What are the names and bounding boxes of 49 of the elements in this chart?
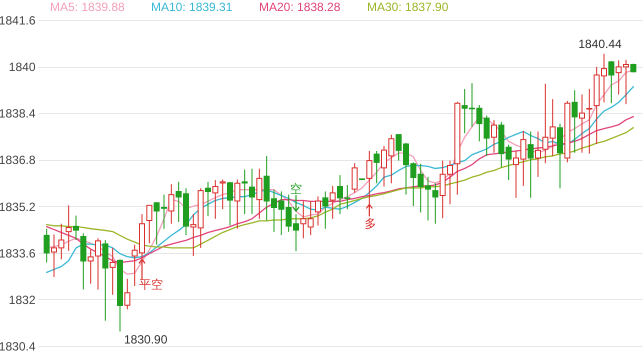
y-tick-label: 1830.4 bbox=[0, 340, 36, 354]
y-tick-label: 1838.4 bbox=[0, 106, 36, 121]
text: MA10: 1839.31 bbox=[151, 0, 233, 14]
text: MA30: 1837.90 bbox=[367, 0, 449, 14]
annotation: 1830.90 bbox=[124, 332, 168, 346]
y-tick-label: 1840 bbox=[8, 60, 36, 74]
candlestick bbox=[572, 90, 578, 154]
y-tick-label: 1832 bbox=[8, 292, 36, 307]
candlestick bbox=[330, 185, 336, 220]
line-series bbox=[46, 127, 634, 249]
candlestick bbox=[528, 130, 534, 198]
candlestick bbox=[432, 182, 438, 224]
candlestick bbox=[73, 215, 79, 241]
candlestick bbox=[88, 249, 94, 284]
y-tick-label: 1833.6 bbox=[0, 246, 36, 260]
candlestick bbox=[535, 130, 541, 178]
line-series bbox=[46, 116, 634, 264]
y-tick-label: 1835.2 bbox=[0, 200, 36, 214]
candlestick bbox=[256, 168, 262, 220]
annotation: 1840.44 bbox=[578, 36, 622, 51]
candlestick bbox=[168, 184, 174, 224]
candlestick bbox=[95, 238, 101, 290]
candlestick bbox=[249, 168, 255, 215]
candlestick bbox=[212, 180, 218, 220]
candlestick bbox=[234, 179, 240, 230]
candlestick bbox=[146, 204, 152, 244]
candlestick bbox=[491, 120, 497, 154]
candlestick bbox=[315, 196, 321, 226]
annotation: 空 bbox=[290, 182, 302, 196]
candlestick bbox=[352, 162, 358, 194]
candlestick bbox=[44, 228, 50, 263]
candlestick bbox=[220, 179, 226, 210]
y-tick-label: 1841.6 bbox=[0, 14, 36, 28]
candlestick bbox=[608, 60, 614, 104]
candlestick bbox=[586, 88, 592, 154]
candlestick bbox=[205, 181, 211, 217]
candlestick bbox=[227, 181, 233, 226]
candlestick bbox=[374, 150, 380, 184]
text: MA5: 1839.88 bbox=[50, 0, 126, 14]
text: MA20: 1838.28 bbox=[259, 0, 341, 14]
candlestick bbox=[66, 204, 72, 252]
candlestick bbox=[110, 247, 116, 296]
y-tick-label: 1836.8 bbox=[0, 153, 36, 168]
candlestick bbox=[124, 278, 130, 310]
candlestick bbox=[322, 190, 328, 230]
annotation: 平空 bbox=[139, 277, 163, 292]
candlestick bbox=[579, 94, 585, 154]
candlestick bbox=[242, 169, 248, 215]
annotation: 多 bbox=[364, 216, 376, 230]
